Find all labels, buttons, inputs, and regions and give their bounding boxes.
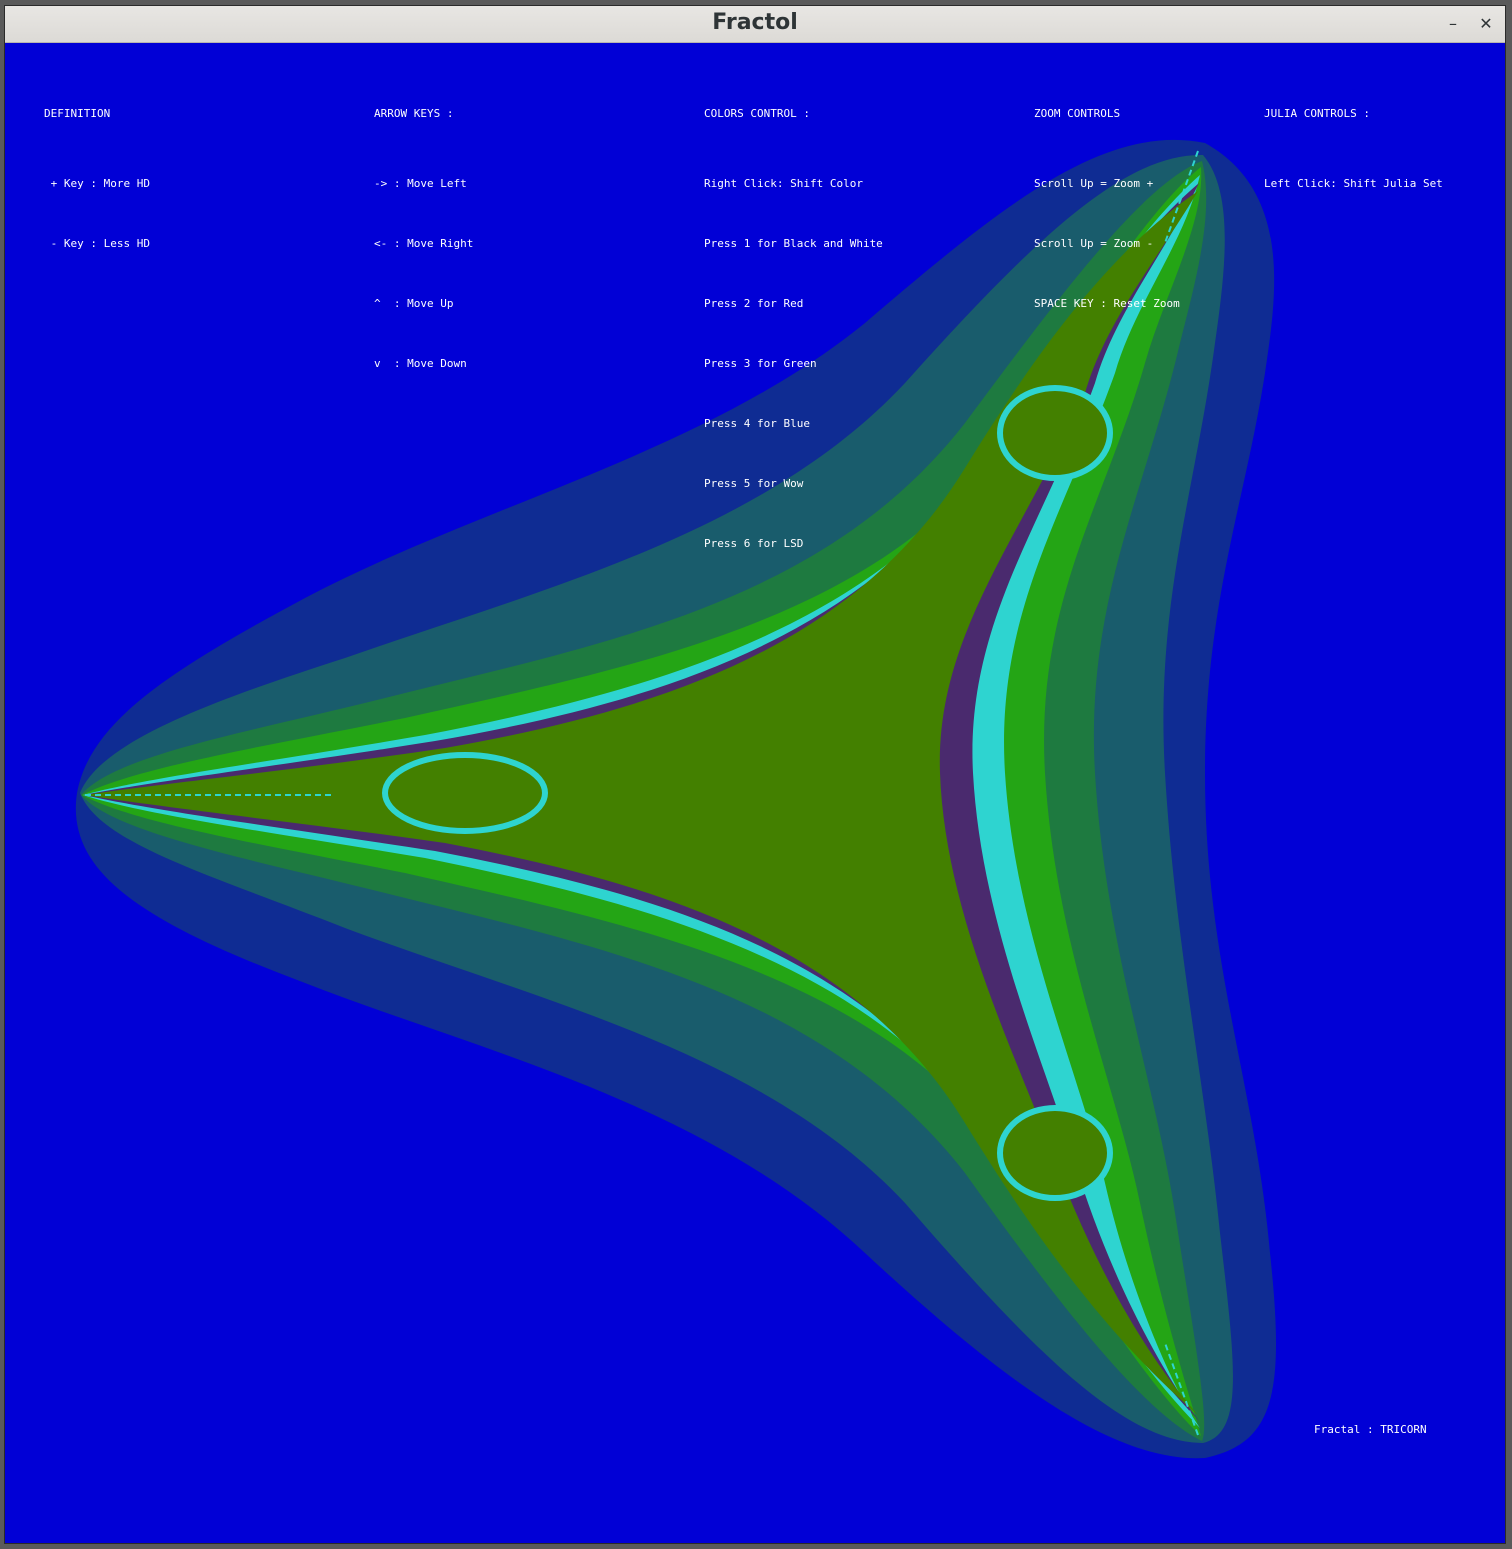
zoom-controls-line: SPACE KEY : Reset Zoom: [1034, 297, 1180, 310]
colors-control-line: Press 3 for Green: [704, 357, 817, 370]
arrow-keys-line: v : Move Down: [374, 357, 467, 370]
zoom-controls-line: Scroll Up = Zoom -: [1034, 237, 1154, 250]
definition-header: DEFINITION: [44, 107, 111, 120]
arrow-keys-line: ^ : Move Up: [374, 297, 454, 310]
tricorn-lobe-lower: [997, 1105, 1113, 1201]
tricorn-fractal-render: [5, 43, 1505, 1543]
zoom-controls-help: ZOOM CONTROLS Scroll Up = Zoom + Scroll …: [1034, 64, 1180, 354]
fractol-window: Fractol – ✕: [5, 6, 1505, 1543]
definition-line: - Key : Less HD: [44, 237, 150, 250]
colors-control-header: COLORS CONTROL :: [704, 107, 810, 120]
tricorn-interior: [85, 191, 1198, 1415]
tricorn-spine-bottom: [1164, 1342, 1199, 1436]
colors-control-help: COLORS CONTROL : Right Click: Shift Colo…: [704, 64, 883, 594]
colors-control-line: Press 6 for LSD: [704, 537, 804, 550]
arrow-keys-help: ARROW KEYS : -> : Move Left <- : Move Ri…: [374, 64, 473, 414]
colors-control-line: Press 5 for Wow: [704, 477, 804, 490]
arrow-keys-line: <- : Move Right: [374, 237, 474, 250]
fractal-name-label: Fractal : TRICORN: [1314, 1423, 1427, 1436]
tricorn-spine-top: [1164, 150, 1199, 244]
zoom-controls-header: ZOOM CONTROLS: [1034, 107, 1121, 120]
definition-help: DEFINITION + Key : More HD - Key : Less …: [44, 64, 150, 294]
fractal-canvas[interactable]: DEFINITION + Key : More HD - Key : Less …: [5, 43, 1505, 1543]
title-bar[interactable]: Fractol – ✕: [5, 6, 1505, 43]
close-button[interactable]: ✕: [1479, 14, 1493, 33]
zoom-controls-line: Scroll Up = Zoom +: [1034, 177, 1154, 190]
tricorn-lobe-left: [382, 752, 548, 834]
colors-control-line: Right Click: Shift Color: [704, 177, 863, 190]
colors-control-line: Press 1 for Black and White: [704, 237, 883, 250]
arrow-keys-line: -> : Move Left: [374, 177, 467, 190]
julia-controls-header: JULIA CONTROLS :: [1264, 107, 1370, 120]
tricorn-lobe-upper: [997, 385, 1113, 481]
colors-control-line: Press 2 for Red: [704, 297, 804, 310]
minimize-button[interactable]: –: [1449, 14, 1457, 33]
colors-control-line: Press 4 for Blue: [704, 417, 810, 430]
arrow-keys-header: ARROW KEYS :: [374, 107, 454, 120]
definition-line: + Key : More HD: [44, 177, 150, 190]
julia-controls-help: JULIA CONTROLS : Left Click: Shift Julia…: [1264, 64, 1443, 234]
window-title: Fractol: [712, 10, 798, 35]
julia-controls-line: Left Click: Shift Julia Set: [1264, 177, 1443, 190]
